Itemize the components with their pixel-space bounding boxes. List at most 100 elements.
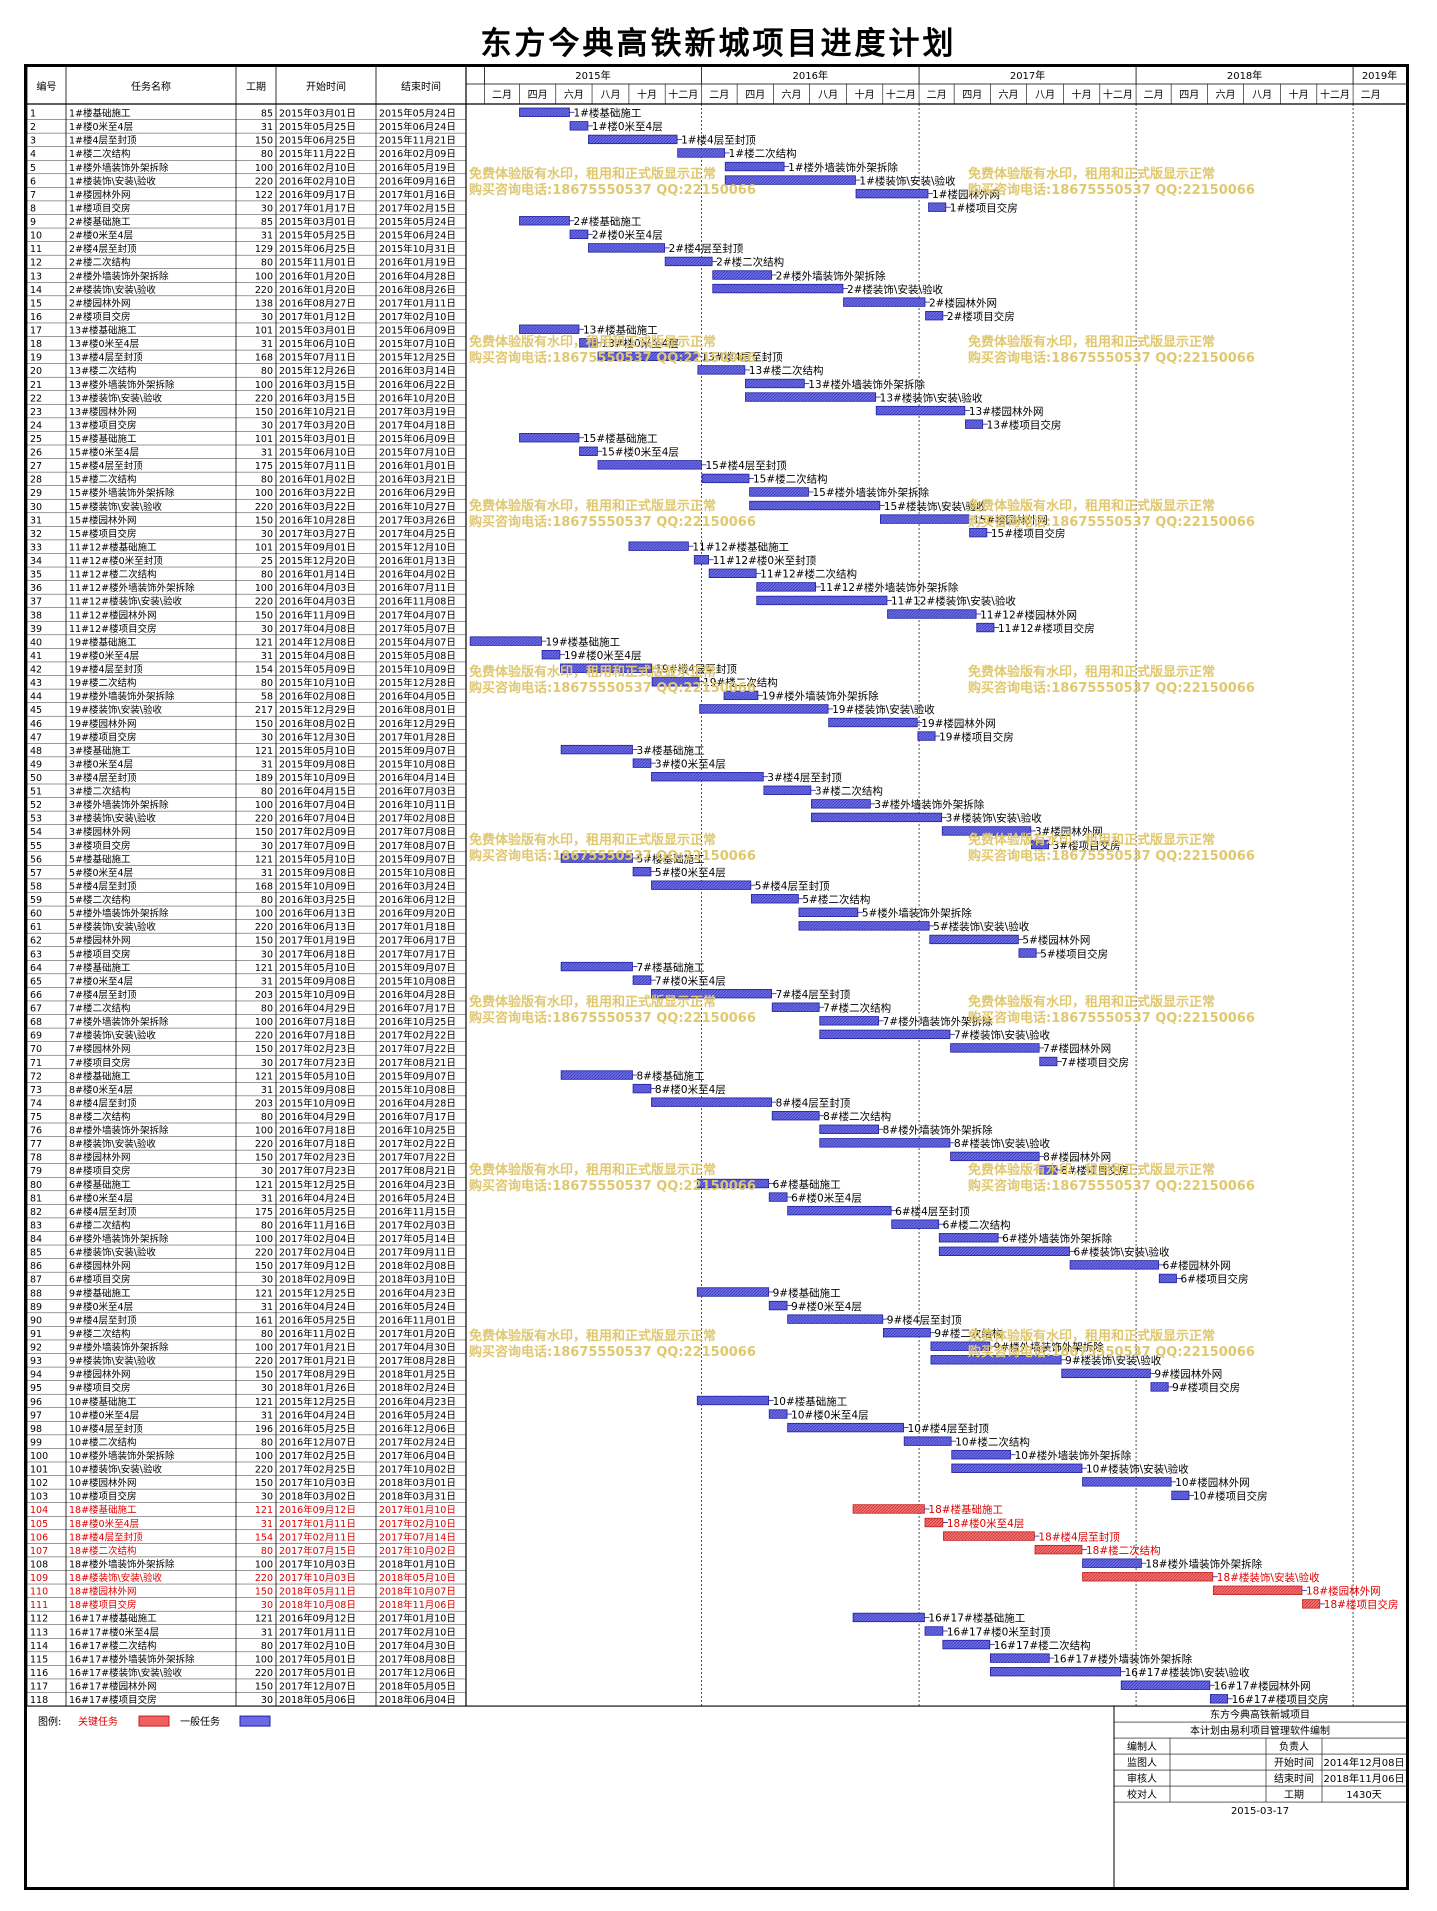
task-name[interactable]: 2#楼外墙装饰外架拆除	[69, 270, 169, 282]
task-name[interactable]: 7#楼项目交房	[69, 1057, 131, 1069]
task-name[interactable]: 1#楼装饰\安装\验收	[69, 175, 156, 187]
task-name[interactable]: 7#楼4层至封顶	[69, 989, 137, 1001]
task-name[interactable]: 18#楼基础施工	[69, 1504, 137, 1516]
task-bar[interactable]	[828, 717, 918, 728]
task-name[interactable]: 18#楼外墙装饰外架拆除	[69, 1558, 175, 1570]
task-name[interactable]: 6#楼外墙装饰外架拆除	[69, 1233, 169, 1245]
task-bar[interactable]	[928, 202, 947, 212]
task-name[interactable]: 3#楼0米至4层	[69, 758, 133, 770]
task-bar[interactable]	[1018, 948, 1037, 958]
task-bar[interactable]	[819, 1029, 951, 1040]
task-bar[interactable]	[938, 1233, 999, 1243]
task-bar[interactable]	[696, 1395, 770, 1406]
critical-task-bar[interactable]	[1082, 1572, 1214, 1582]
task-name[interactable]: 15#楼二次结构	[69, 474, 137, 486]
task-name[interactable]: 3#楼园林外网	[69, 826, 131, 838]
task-bar[interactable]	[771, 1111, 820, 1121]
task-name[interactable]: 1#楼0米至4层	[69, 121, 133, 133]
task-name[interactable]: 19#楼0米至4层	[69, 650, 139, 662]
critical-task-bar[interactable]	[1302, 1599, 1321, 1609]
task-name[interactable]: 13#楼4层至封顶	[69, 352, 143, 364]
task-name[interactable]: 1#楼基础施工	[69, 108, 131, 120]
task-name[interactable]: 1#楼园林外网	[69, 189, 131, 201]
task-name[interactable]: 6#楼装饰\安装\验收	[69, 1247, 156, 1259]
task-bar[interactable]	[651, 880, 752, 890]
task-bar[interactable]	[811, 799, 871, 809]
task-name[interactable]: 10#楼项目交房	[69, 1491, 137, 1503]
task-name[interactable]: 1#楼外墙装饰外架拆除	[69, 162, 169, 174]
task-name[interactable]: 3#楼基础施工	[69, 745, 131, 757]
task-bar[interactable]	[469, 636, 542, 646]
task-name[interactable]: 11#12#楼园林外网	[69, 609, 157, 621]
task-bar[interactable]	[882, 1328, 931, 1338]
task-bar[interactable]	[929, 934, 1019, 945]
task-bar[interactable]	[942, 1639, 991, 1650]
critical-task-bar[interactable]	[924, 1517, 944, 1528]
task-name[interactable]: 16#17#楼基础施工	[69, 1613, 157, 1625]
task-bar[interactable]	[712, 270, 773, 280]
critical-task-bar[interactable]	[1212, 1585, 1303, 1596]
task-name[interactable]: 5#楼装饰\安装\验收	[69, 921, 156, 933]
task-name[interactable]: 6#楼4层至封顶	[69, 1206, 137, 1218]
task-bar[interactable]	[787, 1314, 884, 1324]
task-bar[interactable]	[887, 609, 977, 619]
task-name[interactable]: 2#楼基础施工	[69, 216, 131, 228]
task-name[interactable]: 15#楼装饰\安装\验收	[69, 501, 162, 513]
task-name[interactable]: 9#楼装饰\安装\验收	[69, 1355, 156, 1367]
task-bar[interactable]	[664, 256, 713, 267]
task-name[interactable]: 18#楼园林外网	[69, 1586, 137, 1598]
task-name[interactable]: 1#楼二次结构	[69, 148, 131, 160]
task-bar[interactable]	[965, 419, 984, 429]
task-bar[interactable]	[597, 460, 702, 470]
task-name[interactable]: 2#楼园林外网	[69, 297, 131, 309]
task-name[interactable]: 2#楼项目交房	[69, 311, 131, 323]
task-name[interactable]: 7#楼二次结构	[69, 1003, 131, 1015]
task-name[interactable]: 15#楼4层至封顶	[69, 460, 143, 472]
task-bar[interactable]	[632, 1083, 652, 1094]
task-name[interactable]: 18#楼项目交房	[69, 1599, 137, 1611]
task-name[interactable]: 7#楼装饰\安装\验收	[69, 1030, 156, 1042]
task-bar[interactable]	[787, 1205, 892, 1216]
task-bar[interactable]	[852, 1612, 925, 1623]
task-bar[interactable]	[976, 622, 995, 633]
task-bar[interactable]	[950, 1151, 1040, 1162]
task-name[interactable]: 15#楼外墙装饰外架拆除	[69, 487, 175, 499]
task-name[interactable]: 15#楼园林外网	[69, 514, 137, 526]
task-bar[interactable]	[588, 134, 678, 145]
task-name[interactable]: 18#楼4层至封顶	[69, 1531, 143, 1543]
task-bar[interactable]	[924, 1626, 944, 1636]
task-bar[interactable]	[938, 1246, 1070, 1257]
task-bar[interactable]	[588, 243, 665, 253]
task-bar[interactable]	[990, 1653, 1050, 1663]
task-name[interactable]: 9#楼0米至4层	[69, 1301, 133, 1313]
task-bar[interactable]	[819, 1016, 880, 1026]
task-bar[interactable]	[632, 866, 652, 877]
task-name[interactable]: 18#楼装饰\安装\验收	[69, 1572, 162, 1584]
task-name[interactable]: 9#楼外墙装饰外架拆除	[69, 1342, 169, 1354]
task-bar[interactable]	[787, 1422, 904, 1433]
task-name[interactable]: 16#17#楼0米至4层	[69, 1626, 159, 1638]
task-bar[interactable]	[1039, 1056, 1058, 1067]
task-bar[interactable]	[891, 1219, 940, 1229]
task-name[interactable]: 1#楼项目交房	[69, 202, 131, 214]
task-bar[interactable]	[950, 1043, 1040, 1053]
task-bar[interactable]	[677, 148, 726, 158]
task-bar[interactable]	[749, 500, 881, 511]
task-name[interactable]: 8#楼4层至封顶	[69, 1097, 137, 1109]
task-bar[interactable]	[1120, 1680, 1211, 1690]
task-bar[interactable]	[798, 921, 930, 931]
task-name[interactable]: 11#12#楼基础施工	[69, 541, 157, 553]
task-name[interactable]: 19#楼基础施工	[69, 636, 137, 648]
task-bar[interactable]	[951, 1463, 1083, 1473]
task-bar[interactable]	[1158, 1273, 1177, 1284]
task-bar[interactable]	[880, 514, 970, 524]
task-name[interactable]: 16#17#楼外墙装饰外架拆除	[69, 1653, 195, 1665]
task-name[interactable]: 6#楼二次结构	[69, 1219, 131, 1231]
task-bar[interactable]	[708, 568, 757, 578]
task-bar[interactable]	[701, 473, 750, 484]
task-name[interactable]: 10#楼4层至封顶	[69, 1423, 143, 1435]
task-bar[interactable]	[1150, 1382, 1169, 1392]
task-bar[interactable]	[560, 663, 652, 673]
task-name[interactable]: 19#楼4层至封顶	[69, 664, 143, 676]
task-name[interactable]: 9#楼园林外网	[69, 1369, 131, 1381]
